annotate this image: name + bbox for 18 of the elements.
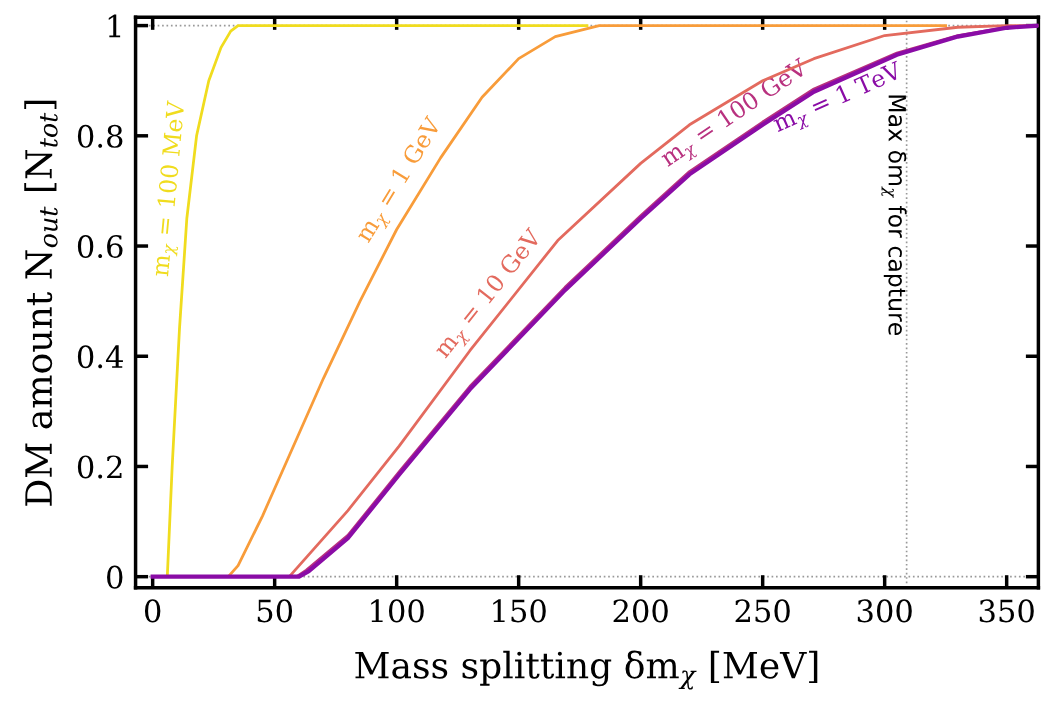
y-tick-label: 0 [107, 565, 123, 589]
x-tick-label: 150 [493, 599, 546, 623]
x-tick-label: 0 [144, 599, 161, 623]
x-tick-label: 300 [857, 599, 912, 623]
x-axis-title: Mass splitting δm$_{χ}$ [MeV] [355, 650, 818, 690]
x-tick-label: 250 [735, 599, 790, 623]
x-tick-label: 50 [257, 599, 293, 623]
y-tick-label: 0.6 [77, 234, 123, 259]
y-axis-title: DM amount N$_{out}$ [N$_{tot}$] [24, 100, 58, 506]
y-tick-label: 1 [108, 14, 121, 38]
x-tick-label: 100 [371, 599, 424, 623]
annotation: m$_{χ}$ = 100 MeV [150, 100, 192, 278]
y-tick-label: 0.2 [77, 455, 122, 479]
y-tick-label: 0.4 [77, 345, 123, 369]
ref-line-label: Max δm$_{χ}$ for capture [881, 95, 907, 335]
x-tick-label: 200 [613, 599, 668, 623]
x-tick-label: 350 [979, 599, 1034, 623]
y-tick-label: 0.8 [77, 124, 123, 148]
